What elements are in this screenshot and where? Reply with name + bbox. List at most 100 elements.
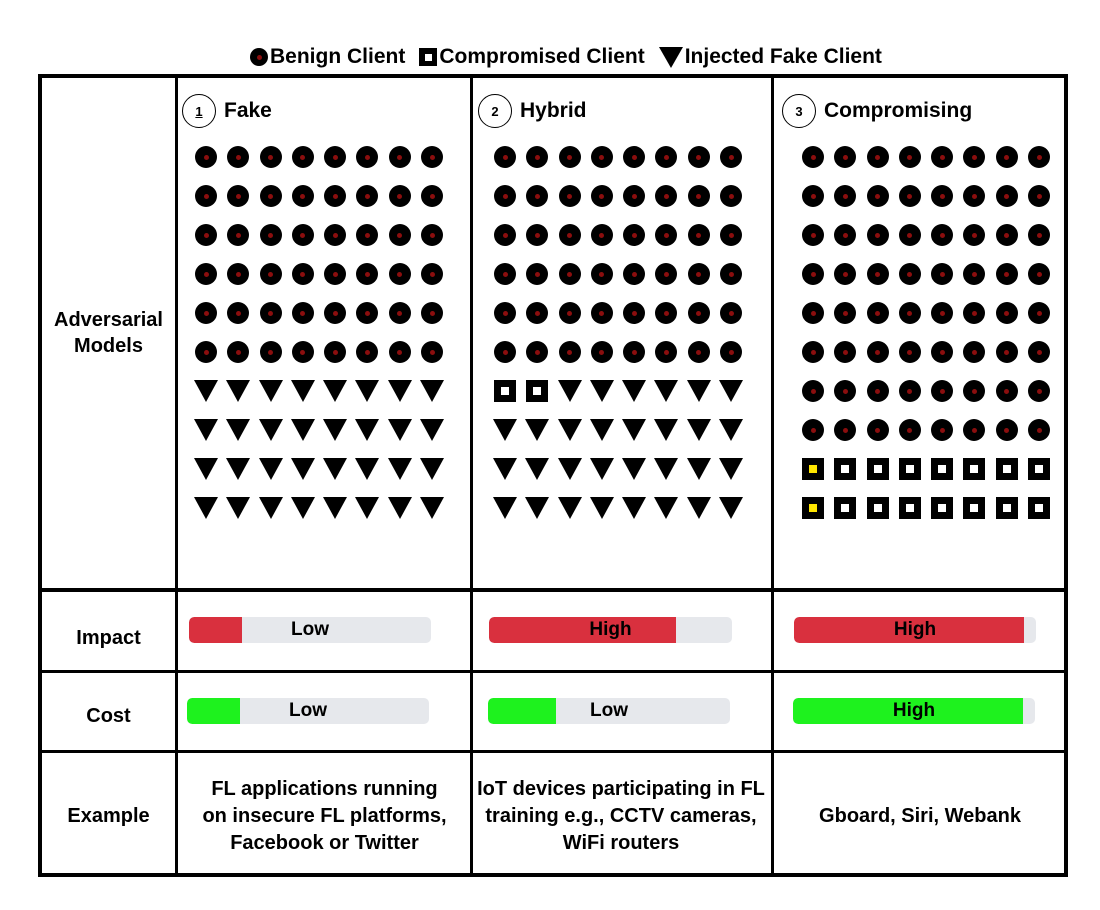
fake-client-icon xyxy=(622,458,647,480)
divider xyxy=(771,78,774,873)
benign-client-icon xyxy=(623,146,646,168)
benign-client-icon xyxy=(227,263,250,285)
impact-fill xyxy=(489,617,677,643)
benign-client-icon xyxy=(802,146,824,168)
fake-client-icon xyxy=(226,497,251,519)
impact-label: High xyxy=(893,619,937,640)
fake-client-icon xyxy=(387,419,412,441)
benign-client-icon xyxy=(195,185,217,207)
column-title-text: Fake xyxy=(224,99,272,122)
benign-client-icon xyxy=(995,302,1018,324)
benign-client-icon xyxy=(1028,341,1051,363)
impact-fill xyxy=(794,617,1024,643)
benign-client-icon xyxy=(866,146,889,168)
benign-client-icon xyxy=(1028,380,1051,402)
fake-client-icon xyxy=(355,497,380,519)
fake-client-icon xyxy=(355,419,380,441)
column-title-compromising: 3 Compromising xyxy=(782,94,972,128)
legend-benign: Benign Client xyxy=(250,45,405,69)
fake-client-icon xyxy=(557,458,582,480)
benign-client-icon xyxy=(494,263,516,285)
benign-client-icon xyxy=(227,185,250,207)
fake-client-icon xyxy=(686,419,711,441)
compromised-client-icon xyxy=(931,458,954,480)
benign-client-icon xyxy=(995,419,1018,441)
fake-client-icon xyxy=(387,458,412,480)
fake-client-icon xyxy=(686,458,711,480)
benign-client-icon xyxy=(356,263,379,285)
number-badge: 2 xyxy=(478,94,512,128)
benign-client-icon xyxy=(259,302,282,324)
benign-client-icon xyxy=(356,185,379,207)
row-label-cost: Cost xyxy=(86,705,131,727)
benign-client-icon xyxy=(834,380,857,402)
fake-client-icon xyxy=(589,419,614,441)
benign-client-icon xyxy=(931,341,954,363)
benign-client-icon xyxy=(291,224,314,246)
fake-client-icon xyxy=(719,497,744,519)
benign-client-icon xyxy=(931,185,954,207)
fake-client-icon xyxy=(420,419,445,441)
benign-client-icon xyxy=(655,302,678,324)
benign-client-icon xyxy=(655,341,678,363)
benign-client-icon xyxy=(259,146,282,168)
benign-client-icon xyxy=(421,146,444,168)
fake-client-icon xyxy=(194,419,218,441)
fake-client-icon xyxy=(557,419,582,441)
benign-client-icon xyxy=(931,302,954,324)
benign-client-icon xyxy=(526,341,549,363)
fake-client-icon xyxy=(589,458,614,480)
fake-client-icon xyxy=(290,419,315,441)
impact-bar-compromising: High xyxy=(794,617,1036,643)
benign-client-icon xyxy=(590,224,613,246)
fake-client-icon xyxy=(420,380,445,402)
compromised-client-icon xyxy=(494,380,516,402)
column-title-text: Hybrid xyxy=(520,99,587,122)
benign-client-icon xyxy=(623,302,646,324)
benign-client-icon xyxy=(324,224,347,246)
fake-client-icon xyxy=(387,380,412,402)
benign-client-icon xyxy=(995,263,1018,285)
benign-client-icon xyxy=(526,146,549,168)
benign-client-icon xyxy=(558,146,581,168)
benign-client-icon xyxy=(388,302,411,324)
fake-client-icon xyxy=(290,497,315,519)
benign-client-icon xyxy=(802,341,824,363)
benign-client-icon xyxy=(802,185,824,207)
benign-client-icon xyxy=(655,185,678,207)
benign-client-icon xyxy=(227,341,250,363)
benign-client-icon xyxy=(623,263,646,285)
fake-client-icon xyxy=(493,419,517,441)
benign-client-icon xyxy=(898,419,921,441)
benign-client-icon xyxy=(963,419,986,441)
fake-client-icon xyxy=(194,380,218,402)
benign-client-icon xyxy=(195,146,217,168)
fake-client-icon xyxy=(525,497,550,519)
client-grid-hybrid xyxy=(493,146,744,519)
benign-client-icon xyxy=(995,341,1018,363)
fake-client-icon xyxy=(258,380,283,402)
client-grid-fake xyxy=(194,146,445,519)
benign-client-icon xyxy=(526,185,549,207)
benign-client-icon xyxy=(590,341,613,363)
row-label-models: Adversarial Models xyxy=(54,309,163,357)
benign-client-icon xyxy=(834,224,857,246)
fake-client-icon xyxy=(658,46,683,68)
benign-client-icon xyxy=(720,146,743,168)
example-hybrid: IoT devices participating in FL training… xyxy=(477,777,765,854)
row-label-example: Example xyxy=(67,804,150,827)
compromised-client-icon xyxy=(1028,497,1051,519)
fake-client-icon xyxy=(686,380,711,402)
benign-client-icon xyxy=(324,302,347,324)
legend-benign-label: Benign Client xyxy=(270,45,406,68)
benign-client-icon xyxy=(655,224,678,246)
fake-client-icon xyxy=(290,380,315,402)
fake-client-icon xyxy=(258,419,283,441)
benign-client-icon xyxy=(720,224,743,246)
compromised-client-icon xyxy=(802,458,824,480)
benign-client-icon xyxy=(623,341,646,363)
benign-client-icon xyxy=(834,263,857,285)
number-badge: 1 xyxy=(182,94,216,128)
benign-client-icon xyxy=(931,419,954,441)
benign-client-icon xyxy=(834,185,857,207)
